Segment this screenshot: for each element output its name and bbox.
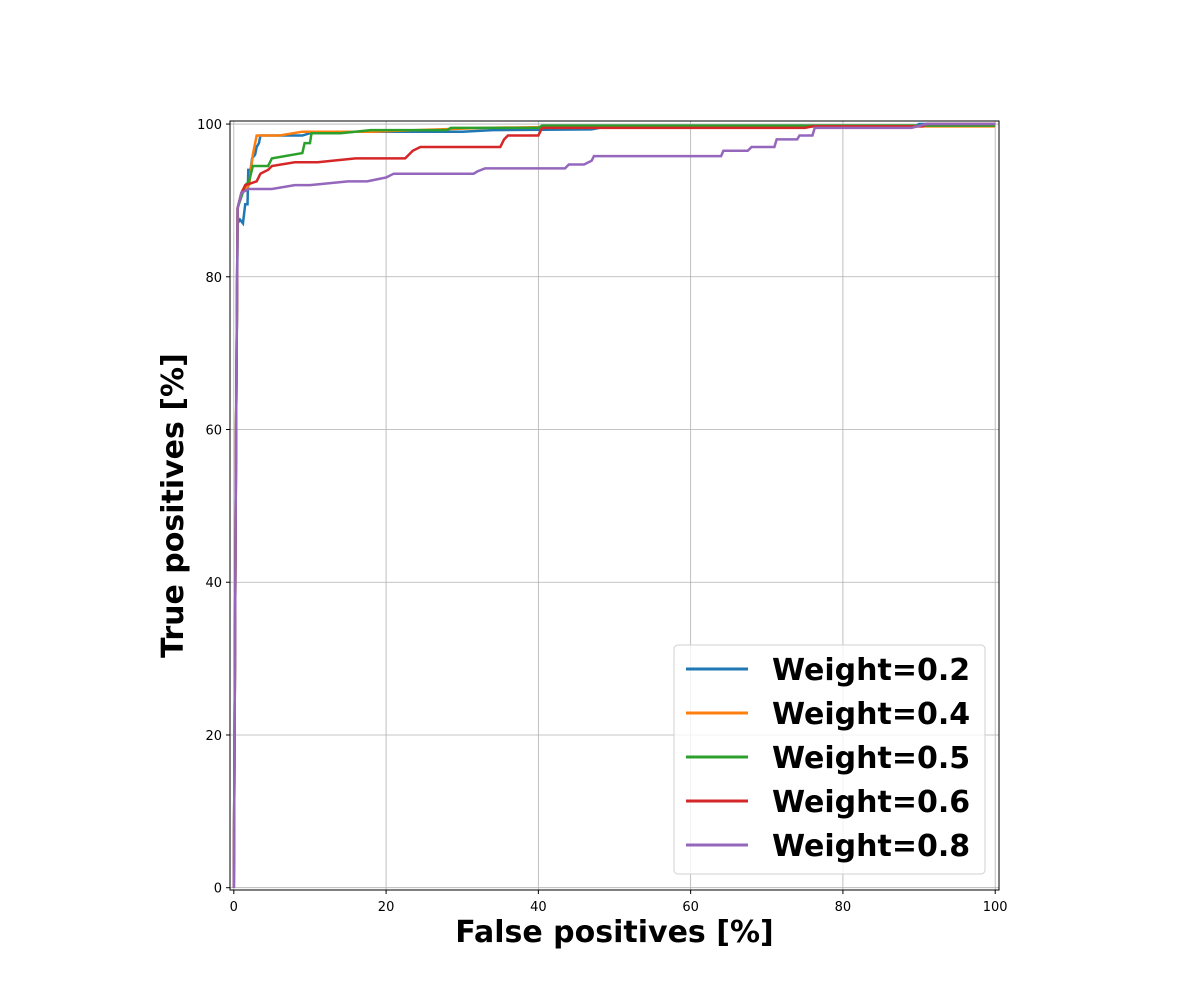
plot-frame: [229, 120, 1000, 891]
legend-label: Weight=0.4: [772, 697, 970, 732]
axis-ticks: 0 20 40 60 80 100 0 20 40 60 80 100: [197, 118, 1007, 915]
x-tick-label: 100: [983, 900, 1008, 915]
y-tick-label: 80: [205, 271, 222, 286]
legend-label: Weight=0.5: [772, 741, 970, 776]
x-tick-label: 80: [835, 900, 852, 915]
x-tick-label: 60: [682, 900, 699, 915]
series-line-4: [232, 122, 996, 888]
y-axis-label: True positives [%]: [156, 353, 191, 658]
legend-label: Weight=0.6: [772, 785, 970, 820]
x-tick-label: 20: [378, 900, 395, 915]
x-tick-label: 40: [530, 900, 547, 915]
y-tick-label: 20: [205, 729, 222, 744]
legend: Weight=0.2 Weight=0.4 Weight=0.5 Weight=0.6…: [673, 644, 986, 875]
series-line-5: [232, 122, 996, 888]
legend-label: Weight=0.8: [772, 829, 970, 864]
legend-box: [673, 644, 986, 875]
y-tick-label: 100: [197, 118, 222, 133]
y-tick-label: 40: [205, 576, 222, 591]
x-tick-label: 0: [230, 900, 238, 915]
grid: [230, 121, 999, 890]
x-axis-label: False positives [%]: [455, 915, 773, 950]
series-layer: [232, 122, 996, 888]
legend-label: Weight=0.2: [772, 653, 970, 688]
y-tick-label: 60: [205, 424, 222, 439]
y-tick-label: 0: [214, 882, 222, 897]
